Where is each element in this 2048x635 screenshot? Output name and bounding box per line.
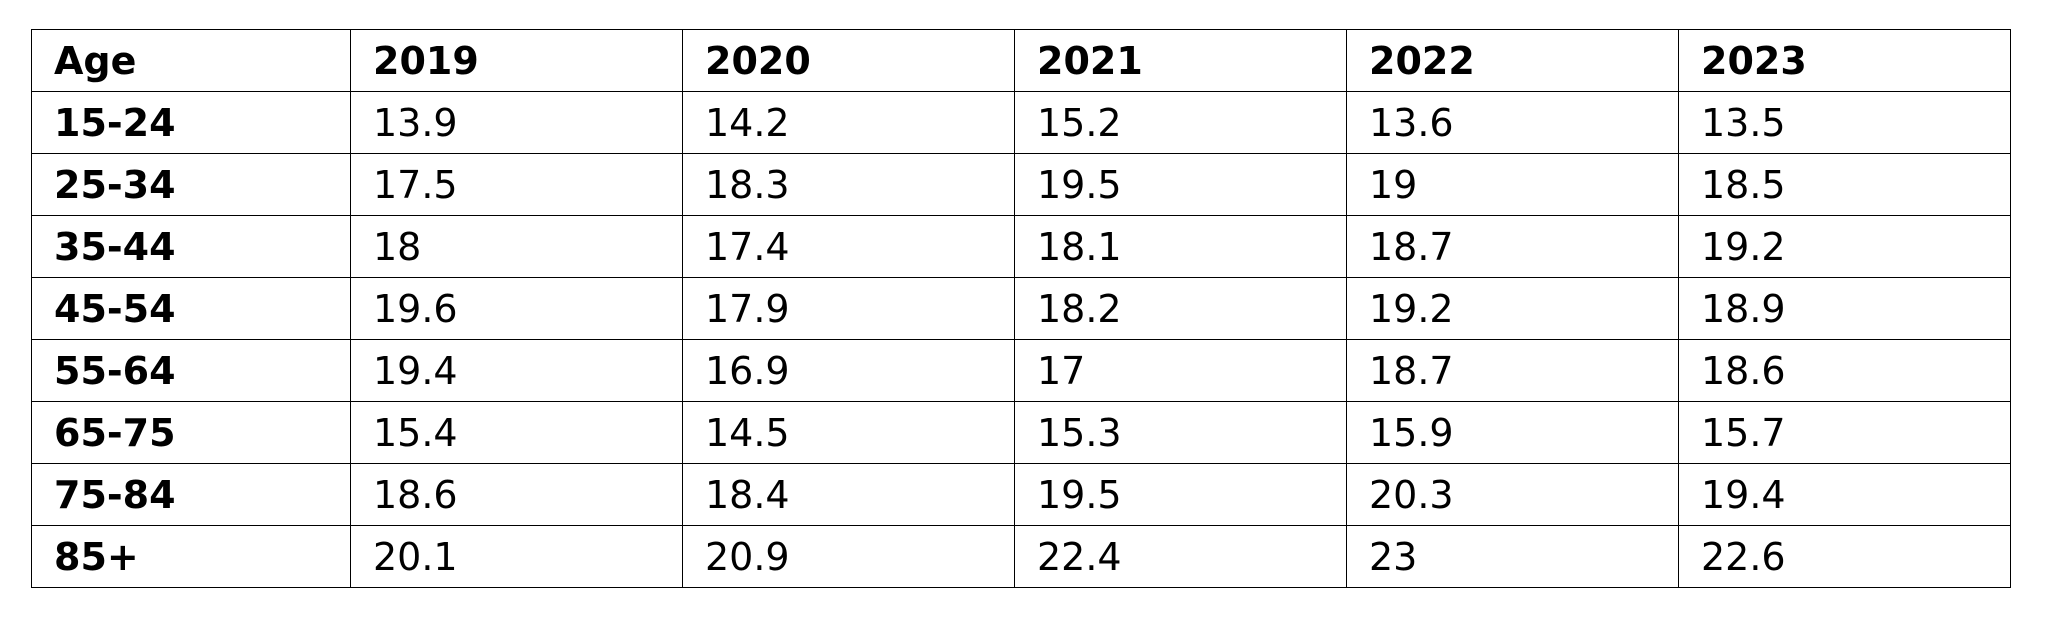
table-cell: 13.6 bbox=[1346, 91, 1679, 154]
header-cell: Age bbox=[31, 29, 351, 92]
table-cell: 19.5 bbox=[1014, 463, 1347, 526]
header-cell: 2021 bbox=[1014, 29, 1347, 92]
header-row: Age 2019 2020 2021 2022 2023 bbox=[31, 29, 2011, 92]
table-row: 65-75 15.4 14.5 15.3 15.9 15.7 bbox=[31, 401, 2011, 464]
table-cell: 22.6 bbox=[1678, 525, 2011, 588]
table-cell: 18.6 bbox=[1678, 339, 2011, 402]
table-cell: 20.9 bbox=[682, 525, 1015, 588]
row-label: 75-84 bbox=[31, 463, 351, 526]
table-cell: 17.4 bbox=[682, 215, 1015, 278]
table-row: 45-54 19.6 17.9 18.2 19.2 18.9 bbox=[31, 277, 2011, 340]
table-cell: 15.9 bbox=[1346, 401, 1679, 464]
table-cell: 16.9 bbox=[682, 339, 1015, 402]
table-cell: 18.7 bbox=[1346, 215, 1679, 278]
table-body: 15-24 13.9 14.2 15.2 13.6 13.5 25-34 17.5 18.3 19… bbox=[31, 91, 2011, 588]
table-cell: 23 bbox=[1346, 525, 1679, 588]
table-cell: 22.4 bbox=[1014, 525, 1347, 588]
header-cell: 2022 bbox=[1346, 29, 1679, 92]
row-label: 35-44 bbox=[31, 215, 351, 278]
table-cell: 19.2 bbox=[1346, 277, 1679, 340]
table-row: 55-64 19.4 16.9 17 18.7 18.6 bbox=[31, 339, 2011, 402]
table-row: 25-34 17.5 18.3 19.5 19 18.5 bbox=[31, 153, 2011, 216]
table-cell: 18.2 bbox=[1014, 277, 1347, 340]
table-cell: 18.4 bbox=[682, 463, 1015, 526]
table-cell: 20.3 bbox=[1346, 463, 1679, 526]
table-cell: 20.1 bbox=[350, 525, 683, 588]
table-cell: 18.9 bbox=[1678, 277, 2011, 340]
table-cell: 19.2 bbox=[1678, 215, 2011, 278]
table-cell: 15.2 bbox=[1014, 91, 1347, 154]
table-cell: 19 bbox=[1346, 153, 1679, 216]
table-cell: 13.9 bbox=[350, 91, 683, 154]
row-label: 45-54 bbox=[31, 277, 351, 340]
table-cell: 15.3 bbox=[1014, 401, 1347, 464]
header-cell: 2020 bbox=[682, 29, 1015, 92]
table-cell: 18.6 bbox=[350, 463, 683, 526]
table-cell: 17 bbox=[1014, 339, 1347, 402]
header-cell: 2019 bbox=[350, 29, 683, 92]
table-cell: 13.5 bbox=[1678, 91, 2011, 154]
row-label: 65-75 bbox=[31, 401, 351, 464]
data-table: Age 2019 2020 2021 2022 2023 15-24 13.9 14.2 15.… bbox=[31, 29, 2011, 588]
table-row: 15-24 13.9 14.2 15.2 13.6 13.5 bbox=[31, 91, 2011, 154]
table-cell: 18 bbox=[350, 215, 683, 278]
table-cell: 19.5 bbox=[1014, 153, 1347, 216]
table-row: 75-84 18.6 18.4 19.5 20.3 19.4 bbox=[31, 463, 2011, 526]
table-cell: 17.5 bbox=[350, 153, 683, 216]
table-cell: 19.6 bbox=[350, 277, 683, 340]
row-label: 85+ bbox=[31, 525, 351, 588]
table-cell: 14.5 bbox=[682, 401, 1015, 464]
row-label: 25-34 bbox=[31, 153, 351, 216]
header-cell: 2023 bbox=[1678, 29, 2011, 92]
table-cell: 18.1 bbox=[1014, 215, 1347, 278]
table-cell: 15.7 bbox=[1678, 401, 2011, 464]
table-cell: 19.4 bbox=[1678, 463, 2011, 526]
table-row: 35-44 18 17.4 18.1 18.7 19.2 bbox=[31, 215, 2011, 278]
table-cell: 18.5 bbox=[1678, 153, 2011, 216]
table-cell: 18.7 bbox=[1346, 339, 1679, 402]
row-label: 55-64 bbox=[31, 339, 351, 402]
table-cell: 14.2 bbox=[682, 91, 1015, 154]
row-label: 15-24 bbox=[31, 91, 351, 154]
table-cell: 19.4 bbox=[350, 339, 683, 402]
table-row: 85+ 20.1 20.9 22.4 23 22.6 bbox=[31, 525, 2011, 588]
table-cell: 18.3 bbox=[682, 153, 1015, 216]
table-cell: 15.4 bbox=[350, 401, 683, 464]
table-cell: 17.9 bbox=[682, 277, 1015, 340]
